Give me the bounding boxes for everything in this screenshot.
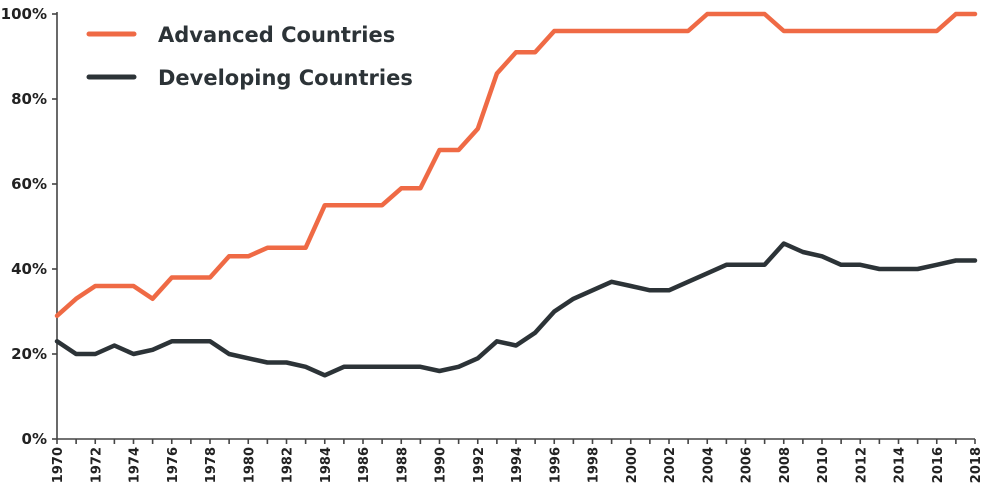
legend: Advanced Countries Developing Countries — [86, 23, 413, 90]
x-tick-label: 1996 — [548, 447, 563, 483]
x-tick-label: 1970 — [51, 447, 66, 483]
x-tick-label: 1982 — [281, 447, 296, 483]
y-tick-label: 60% — [11, 175, 47, 193]
x-tick-label: 1990 — [434, 447, 449, 483]
legend-label: Advanced Countries — [158, 23, 395, 47]
x-tick-label: 2000 — [625, 447, 640, 483]
x-axis-ticks: 1970 1972 1974 1976 1978 1980 1982 1984 1986 1988… — [51, 439, 984, 483]
y-axis-ticks: 0% 20% 40% 60% 80% 100% — [1, 5, 57, 448]
x-tick-label: 1984 — [319, 447, 334, 483]
x-tick-label: 1988 — [395, 447, 410, 483]
x-tick-label: 2006 — [740, 447, 755, 483]
y-tick-label: 40% — [11, 260, 47, 278]
y-tick-label: 80% — [11, 90, 47, 108]
series-line-2 — [54, 241, 978, 378]
x-tick-label: 2016 — [931, 447, 946, 483]
x-tick-label: 2014 — [893, 447, 908, 483]
x-tick-label: 2002 — [663, 447, 678, 483]
series-lines — [54, 11, 978, 378]
x-tick-label: 1978 — [204, 447, 219, 483]
x-tick-label: 2004 — [701, 447, 716, 483]
x-tick-label: 1994 — [510, 447, 525, 483]
y-tick-label: 20% — [11, 345, 47, 363]
legend-label: Developing Countries — [158, 66, 413, 90]
x-tick-label: 2012 — [854, 447, 869, 483]
y-tick-label: 100% — [1, 5, 47, 23]
x-tick-label: 1986 — [357, 447, 372, 483]
x-tick-label: 1980 — [242, 447, 257, 483]
x-tick-label: 1976 — [166, 447, 181, 483]
x-tick-label: 1974 — [128, 447, 143, 483]
x-tick-label: 1972 — [89, 447, 104, 483]
series-line-1 — [54, 11, 978, 319]
x-tick-label: 2008 — [778, 447, 793, 483]
x-tick-label: 1998 — [587, 447, 602, 483]
x-tick-label: 2018 — [969, 447, 984, 483]
y-tick-label: 0% — [22, 430, 47, 448]
x-tick-label: 2010 — [816, 447, 831, 483]
x-tick-label: 1992 — [472, 447, 487, 483]
